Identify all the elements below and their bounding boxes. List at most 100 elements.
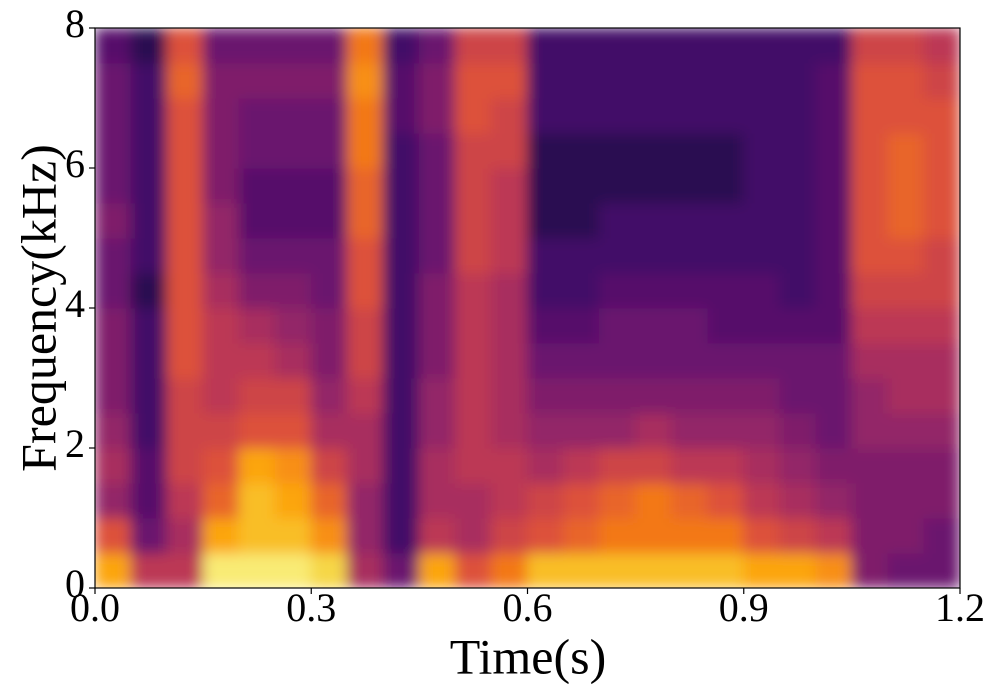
heatmap-cell <box>599 482 637 519</box>
heatmap-cell <box>599 307 637 344</box>
heatmap-cell <box>527 272 565 309</box>
heatmap-cell <box>671 237 709 274</box>
heatmap-cell <box>130 552 168 588</box>
heatmap-cell <box>887 62 925 99</box>
heatmap-cell <box>166 307 204 344</box>
heatmap-cell <box>202 132 240 169</box>
heatmap-cell <box>563 28 601 64</box>
heatmap-cell <box>418 272 456 309</box>
heatmap-cell <box>671 342 709 379</box>
heatmap-cell <box>274 132 312 169</box>
heatmap-cell <box>635 447 673 484</box>
heatmap-cell <box>527 377 565 414</box>
heatmap-cell <box>851 62 889 99</box>
heatmap-cell <box>202 552 240 588</box>
heatmap-cell <box>599 447 637 484</box>
heatmap-cell <box>527 447 565 484</box>
heatmap-cell <box>346 62 384 99</box>
heatmap-cell <box>274 412 312 449</box>
heatmap-cell <box>815 237 853 274</box>
heatmap-cell <box>346 97 384 134</box>
heatmap-cell <box>851 272 889 309</box>
heatmap-cell <box>779 377 817 414</box>
heatmap-cell <box>815 28 853 64</box>
heatmap-cell <box>310 447 348 484</box>
heatmap-cell <box>166 28 204 64</box>
heatmap-cell <box>274 342 312 379</box>
heatmap-cell <box>130 97 168 134</box>
heatmap-cell <box>923 132 960 169</box>
heatmap-cell <box>707 552 745 588</box>
heatmap-cell <box>310 62 348 99</box>
heatmap-cell <box>635 28 673 64</box>
heatmap-cell <box>490 307 528 344</box>
heatmap-cell <box>238 377 276 414</box>
heatmap-cell <box>238 237 276 274</box>
heatmap-cell <box>779 517 817 554</box>
heatmap-cell <box>130 412 168 449</box>
heatmap-cell <box>923 307 960 344</box>
heatmap-cell <box>779 62 817 99</box>
heatmap-cell <box>202 62 240 99</box>
heatmap-cell <box>707 482 745 519</box>
heatmap-cell <box>95 377 132 414</box>
heatmap-cell <box>599 97 637 134</box>
heatmap-cell <box>671 272 709 309</box>
heatmap-cell <box>454 97 492 134</box>
heatmap-cell <box>707 377 745 414</box>
heatmap-cell <box>166 552 204 588</box>
heatmap-cell <box>743 342 781 379</box>
heatmap-cell <box>923 62 960 99</box>
heatmap-cell <box>743 552 781 588</box>
heatmap-cell <box>95 28 132 64</box>
heatmap-cell <box>130 202 168 239</box>
heatmap-cell <box>130 447 168 484</box>
heatmap-cell <box>418 132 456 169</box>
heatmap-cell <box>310 237 348 274</box>
heatmap-cell <box>238 97 276 134</box>
heatmap-cell <box>707 412 745 449</box>
heatmap-cell <box>166 202 204 239</box>
heatmap-cell <box>563 167 601 204</box>
heatmap-cell <box>599 28 637 64</box>
heatmap-cell <box>382 342 420 379</box>
heatmap <box>95 28 960 588</box>
heatmap-cell <box>454 167 492 204</box>
heatmap-cell <box>202 272 240 309</box>
heatmap-cell <box>815 132 853 169</box>
heatmap-cell <box>166 517 204 554</box>
heatmap-cell <box>923 447 960 484</box>
heatmap-cell <box>743 377 781 414</box>
heatmap-cell <box>130 167 168 204</box>
heatmap-cell <box>635 62 673 99</box>
heatmap-cell <box>490 167 528 204</box>
heatmap-cell <box>563 132 601 169</box>
heatmap-cell <box>490 237 528 274</box>
heatmap-cell <box>851 132 889 169</box>
heatmap-cell <box>490 272 528 309</box>
heatmap-cell <box>95 202 132 239</box>
heatmap-cell <box>382 517 420 554</box>
heatmap-cell <box>671 482 709 519</box>
heatmap-cell <box>310 377 348 414</box>
heatmap-cell <box>527 307 565 344</box>
heatmap-cell <box>707 272 745 309</box>
heatmap-cell <box>130 28 168 64</box>
heatmap-cell <box>490 62 528 99</box>
heatmap-cell <box>454 517 492 554</box>
heatmap-cell <box>95 517 132 554</box>
heatmap-cell <box>95 237 132 274</box>
y-tick-label: 6 <box>65 141 85 186</box>
heatmap-cell <box>454 377 492 414</box>
heatmap-cell <box>923 377 960 414</box>
heatmap-cell <box>743 97 781 134</box>
heatmap-cell <box>743 517 781 554</box>
heatmap-cell <box>599 552 637 588</box>
heatmap-cell <box>635 342 673 379</box>
heatmap-cell <box>130 237 168 274</box>
y-tick-label: 4 <box>65 281 85 326</box>
heatmap-cell <box>923 517 960 554</box>
heatmap-cell <box>923 28 960 64</box>
heatmap-cell <box>671 28 709 64</box>
heatmap-cell <box>490 202 528 239</box>
